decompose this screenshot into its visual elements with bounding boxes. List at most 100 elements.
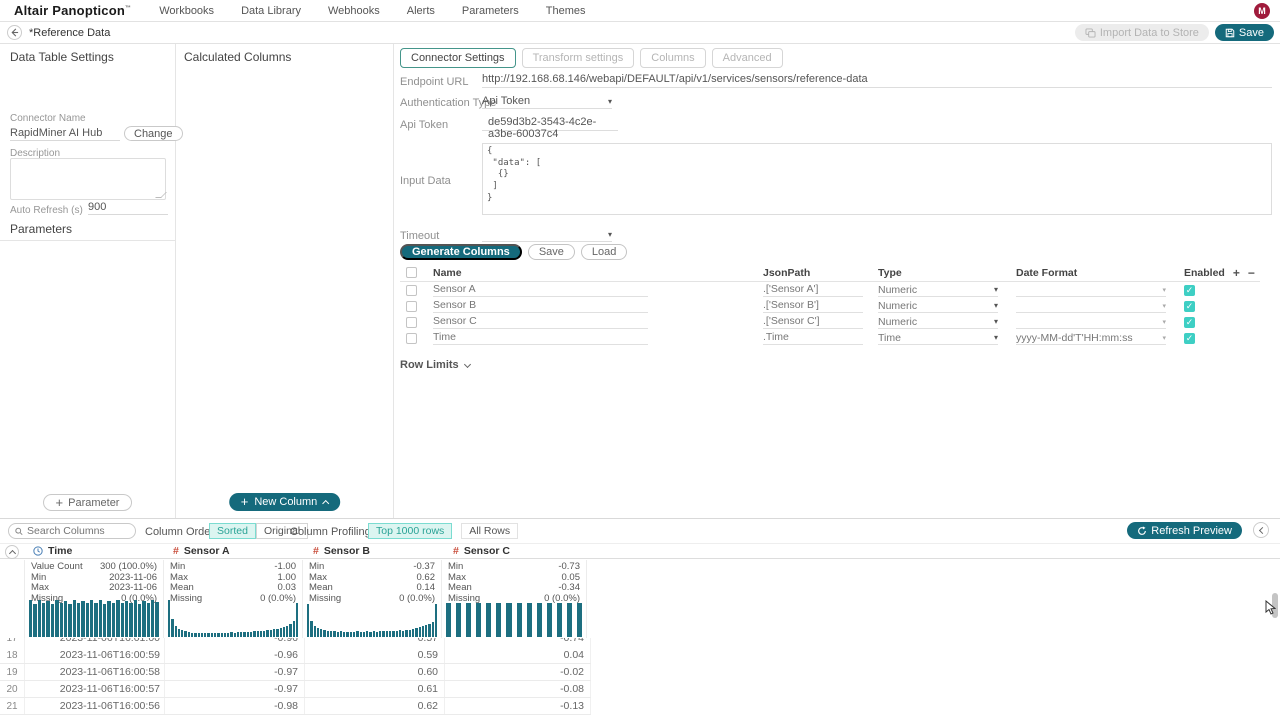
import-data-button[interactable]: Import Data to Store xyxy=(1074,24,1209,41)
tab-advanced[interactable]: Advanced xyxy=(711,48,783,68)
column-jsonpath-input[interactable]: .['Sensor A'] xyxy=(763,283,863,297)
endpoint-url-input[interactable]: http://192.168.68.146/webapi/DEFAULT/api… xyxy=(482,73,1272,88)
nav-item-workbooks[interactable]: Workbooks xyxy=(159,4,215,17)
column-dateformat-select[interactable]: yyyy-MM-dd'T'HH:mm:ss ▾ xyxy=(1016,331,1166,345)
type-value: Time xyxy=(878,331,901,344)
cell-time: 2023-11-06T16:00:56 xyxy=(25,698,165,714)
column-dateformat-select[interactable]: ▾ xyxy=(1016,315,1166,329)
histogram-bar xyxy=(243,631,246,637)
columns-load-button[interactable]: Load xyxy=(580,244,628,260)
column-name-input[interactable]: Sensor B xyxy=(433,299,648,313)
histogram-bar xyxy=(382,631,385,637)
generate-columns-button[interactable]: Generate Columns xyxy=(400,244,522,260)
order-original-option[interactable]: Original xyxy=(255,523,309,539)
column-jsonpath-input[interactable]: .Time xyxy=(763,331,863,345)
nav-item-parameters[interactable]: Parameters xyxy=(461,4,519,17)
change-connector-button[interactable]: Change xyxy=(124,126,183,141)
table-row[interactable]: 20 2023-11-06T16:00:57 -0.97 0.61 -0.08 xyxy=(0,681,591,698)
tab-transform-settings[interactable]: Transform settings xyxy=(521,48,635,68)
profiling-allrows-option[interactable]: All Rows xyxy=(461,523,519,539)
row-number: 21 xyxy=(0,698,25,714)
histogram-bar xyxy=(256,631,259,637)
new-column-button[interactable]: + New Column xyxy=(228,493,341,511)
nav-item-themes[interactable]: Themes xyxy=(545,4,586,17)
histogram-bar xyxy=(276,628,279,637)
refresh-preview-button[interactable]: Refresh Preview xyxy=(1127,522,1242,539)
vertical-scrollbar-thumb[interactable] xyxy=(1272,593,1278,618)
save-button[interactable]: Save xyxy=(1214,24,1274,41)
save-icon xyxy=(1225,28,1235,37)
add-parameter-button[interactable]: + Parameter xyxy=(42,494,133,511)
histogram-bar xyxy=(336,631,339,637)
histogram-bar xyxy=(359,632,362,637)
enabled-checkbox[interactable]: ✓ xyxy=(1184,300,1195,312)
user-avatar[interactable]: M xyxy=(1254,3,1270,19)
enabled-checkbox[interactable]: ✓ xyxy=(1184,332,1195,344)
histogram-bar xyxy=(98,600,103,637)
table-row[interactable]: 19 2023-11-06T16:00:58 -0.97 0.60 -0.02 xyxy=(0,664,591,681)
column-name-input[interactable]: Time xyxy=(433,331,648,345)
search-columns-box[interactable] xyxy=(8,523,136,539)
hash-icon: # xyxy=(453,545,459,557)
order-sorted-option[interactable]: Sorted xyxy=(209,523,256,539)
search-columns-input[interactable] xyxy=(27,525,129,537)
table-row[interactable]: 18 2023-11-06T16:00:59 -0.96 0.59 0.04 xyxy=(0,647,591,664)
chevron-down-icon xyxy=(463,360,471,368)
column-type-select[interactable]: Numeric ▾ xyxy=(878,283,998,297)
histogram xyxy=(446,600,583,637)
nav-item-data-library[interactable]: Data Library xyxy=(241,4,301,17)
input-data-label: Input Data xyxy=(400,175,451,187)
settings-panel-title: Data Table Settings xyxy=(10,50,114,64)
nav-item-alerts[interactable]: Alerts xyxy=(406,4,435,17)
collapse-panel-button[interactable] xyxy=(1253,522,1269,538)
histogram-bar xyxy=(333,631,336,637)
row-limits-toggle[interactable]: Row Limits xyxy=(400,359,471,371)
row-checkbox[interactable] xyxy=(406,300,417,312)
stat-label: Mean xyxy=(170,582,194,593)
histogram-bar xyxy=(366,631,369,637)
nav-item-webhooks[interactable]: Webhooks xyxy=(327,4,380,17)
profiling-top1000-option[interactable]: Top 1000 rows xyxy=(368,523,453,539)
columns-save-button[interactable]: Save xyxy=(527,244,575,260)
row-checkbox[interactable] xyxy=(406,332,417,344)
cell-text: 0.62 xyxy=(417,700,438,712)
histogram-bar xyxy=(369,631,372,637)
row-checkbox[interactable] xyxy=(406,316,417,328)
stat-value: -1.00 xyxy=(274,561,296,572)
column-dateformat-select[interactable]: ▾ xyxy=(1016,299,1166,313)
table-row[interactable]: 21 2023-11-06T16:00:56 -0.98 0.62 -0.13 xyxy=(0,698,591,715)
back-button[interactable] xyxy=(7,25,22,40)
tab-connector-settings[interactable]: Connector Settings xyxy=(400,48,516,68)
chevron-down-icon: ▾ xyxy=(993,317,998,326)
column-jsonpath-input[interactable]: .['Sensor B'] xyxy=(763,299,863,313)
enabled-checkbox[interactable]: ✓ xyxy=(1184,284,1195,296)
column-type-select[interactable]: Time ▾ xyxy=(878,331,998,345)
tab-columns[interactable]: Columns xyxy=(640,48,706,68)
select-all-checkbox[interactable] xyxy=(406,267,417,278)
api-token-input[interactable]: de59d3b2-3543-4c2e-a3be-60037c4 xyxy=(482,116,618,140)
timeout-select[interactable]: ▾ xyxy=(482,227,612,242)
stat-label: Mean xyxy=(448,582,472,593)
column-name-input[interactable]: Sensor A xyxy=(433,283,648,297)
input-data-editor[interactable]: { "data": [ {} ] } xyxy=(482,143,1272,215)
stat-value: -0.73 xyxy=(558,561,580,572)
remove-column-row-button[interactable]: − xyxy=(1247,265,1255,280)
histogram-bar xyxy=(120,603,124,637)
enabled-checkbox[interactable]: ✓ xyxy=(1184,316,1195,328)
table-row[interactable]: 17 2023-11-06T16:01:00 -0.96 0.57 -0.74 xyxy=(0,638,591,647)
column-type-select[interactable]: Numeric ▾ xyxy=(878,315,998,329)
row-checkbox[interactable] xyxy=(406,284,417,296)
column-jsonpath-input[interactable]: .['Sensor C'] xyxy=(763,315,863,329)
column-dateformat-select[interactable]: ▾ xyxy=(1016,283,1166,297)
column-type-select[interactable]: Numeric ▾ xyxy=(878,299,998,313)
stat-label: Missing xyxy=(170,592,203,604)
auth-type-select[interactable]: Api Token ▾ xyxy=(482,95,612,109)
column-name-input[interactable]: Sensor C xyxy=(433,315,648,329)
endpoint-url-label: Endpoint URL xyxy=(400,76,469,88)
add-column-row-button[interactable]: + xyxy=(1232,265,1240,280)
auto-refresh-input[interactable]: 900 xyxy=(88,201,168,215)
chevron-down-icon: ▾ xyxy=(607,96,612,106)
histogram-bar xyxy=(177,628,181,637)
description-input[interactable] xyxy=(10,158,166,200)
collapse-stats-button[interactable] xyxy=(5,545,19,559)
